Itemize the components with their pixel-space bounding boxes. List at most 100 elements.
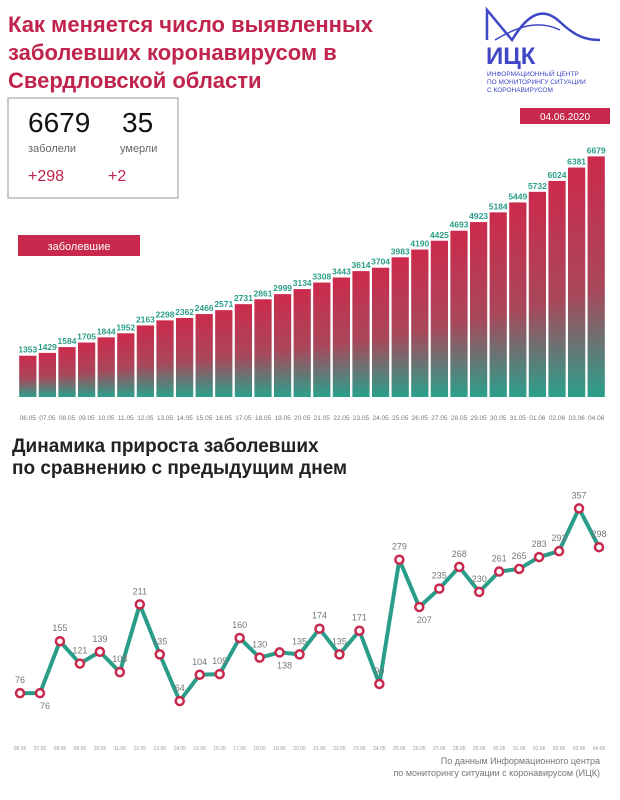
bar [313, 282, 331, 397]
value-label: 3614 [352, 260, 371, 270]
x-tick-label: 03.06 [568, 415, 585, 422]
marker [473, 586, 485, 598]
value-label: 76 [40, 701, 50, 711]
x-tick-label: 27.05 [433, 746, 446, 752]
x-tick-label: 21.05 [314, 415, 331, 422]
value-label: 2362 [175, 307, 194, 317]
value-label: 4425 [430, 230, 449, 240]
title-line: заболевших коронавирусом в [8, 40, 337, 65]
x-tick-label: 25.05 [392, 415, 409, 422]
value-label: 4190 [410, 239, 429, 249]
value-label: 1844 [97, 326, 116, 336]
marker [54, 635, 66, 647]
x-tick-label: 01.06 [529, 415, 546, 422]
x-tick-label: 23.05 [353, 746, 366, 752]
x-tick-label: 29.05 [473, 746, 486, 752]
bar [587, 156, 605, 397]
bar [352, 271, 370, 397]
marker [434, 583, 445, 594]
value-label: 4923 [469, 211, 488, 221]
marker [234, 632, 245, 644]
value-label: 2571 [214, 299, 233, 309]
bar [77, 342, 96, 397]
bar [273, 294, 292, 397]
bar [215, 310, 233, 397]
x-tick-label: 01.06 [533, 746, 546, 752]
marker [374, 678, 385, 690]
value-label: 1952 [116, 322, 135, 332]
x-tick-label: 06.05 [20, 415, 37, 422]
marker [354, 625, 365, 636]
marker [254, 652, 265, 663]
value-label: 261 [492, 554, 507, 564]
date: 04.06.2020 [540, 112, 590, 123]
x-tick-label: 27.05 [431, 415, 448, 422]
chart-title: Динамика прироста заболевших [12, 436, 319, 457]
x-tick-label: 26.05 [412, 415, 429, 422]
value-label: 3443 [332, 267, 351, 277]
value-label: 76 [15, 675, 25, 685]
value-label: 1705 [77, 332, 96, 342]
bar [195, 314, 213, 397]
marker [414, 601, 425, 613]
x-tick-label: 26.05 [413, 746, 426, 752]
x-tick-label: 30.05 [490, 415, 507, 422]
value-label: 230 [472, 574, 487, 584]
line [20, 506, 601, 704]
cases-label: заболели [28, 143, 76, 155]
value-label: 2163 [136, 314, 155, 324]
marker [394, 554, 405, 565]
logo-caption: ПО МОНИТОРИНГУ СИТУАЦИИ [487, 79, 586, 86]
deaths-label: умерли [120, 143, 157, 155]
x-tick-label: 13.05 [154, 746, 167, 752]
x-tick-label: 19.05 [273, 746, 286, 752]
x-tick-label: 09.05 [78, 415, 95, 422]
value-label: 298 [591, 529, 606, 539]
header: Как меняется число выявленных заболевших… [8, 6, 610, 124]
x-tick-label: 04.06 [588, 415, 605, 422]
value-label: 6024 [548, 170, 567, 180]
date-badge [520, 108, 610, 124]
value-label: 121 [72, 646, 87, 656]
bar [391, 257, 409, 397]
x-tick-label: 17.05 [233, 746, 246, 752]
x-tick-label: 14.05 [176, 415, 193, 422]
x-tick-label: 04.06 [593, 746, 606, 752]
marker [334, 649, 345, 660]
value-label: 135 [292, 636, 307, 646]
logo-wave [494, 24, 561, 41]
x-tick-label: 08.05 [59, 415, 76, 422]
x-tick-label: 28.05 [451, 415, 468, 422]
marker [274, 647, 285, 658]
x-tick-label: 10.05 [94, 746, 107, 752]
bar [58, 347, 76, 397]
deaths: 35 [122, 107, 153, 138]
x-tick-label: 15.05 [196, 415, 213, 422]
bar [293, 289, 311, 397]
bar [136, 325, 155, 397]
chart-title: по сравнению с предыдущим днем [12, 458, 347, 479]
x-tick-label: 10.05 [98, 415, 115, 422]
value-label: 1429 [38, 342, 57, 352]
value-label: 6679 [587, 145, 606, 155]
logo-caption: С КОРОНАВИРУСОМ [487, 87, 553, 94]
x-tick-label: 29.05 [470, 415, 487, 422]
x-tick-label: 31.05 [510, 415, 527, 422]
x-tick-label: 31.05 [513, 746, 526, 752]
title-line: Свердловской области [8, 68, 262, 93]
value-label: 135 [152, 636, 167, 646]
bar [548, 180, 566, 397]
value-label: 5184 [489, 201, 508, 211]
bar [450, 230, 468, 397]
cases-delta: +298 [28, 168, 64, 185]
value-label: 2999 [273, 283, 292, 293]
value-label: 265 [512, 551, 527, 561]
footer: по мониторингу ситуации с коронавирусом … [393, 768, 600, 778]
x-tick-label: 30.05 [493, 746, 506, 752]
marker [314, 623, 325, 634]
bar [411, 249, 429, 397]
x-tick-label: 08.05 [54, 746, 67, 752]
marker [114, 666, 126, 678]
value-label: 2466 [195, 303, 214, 313]
